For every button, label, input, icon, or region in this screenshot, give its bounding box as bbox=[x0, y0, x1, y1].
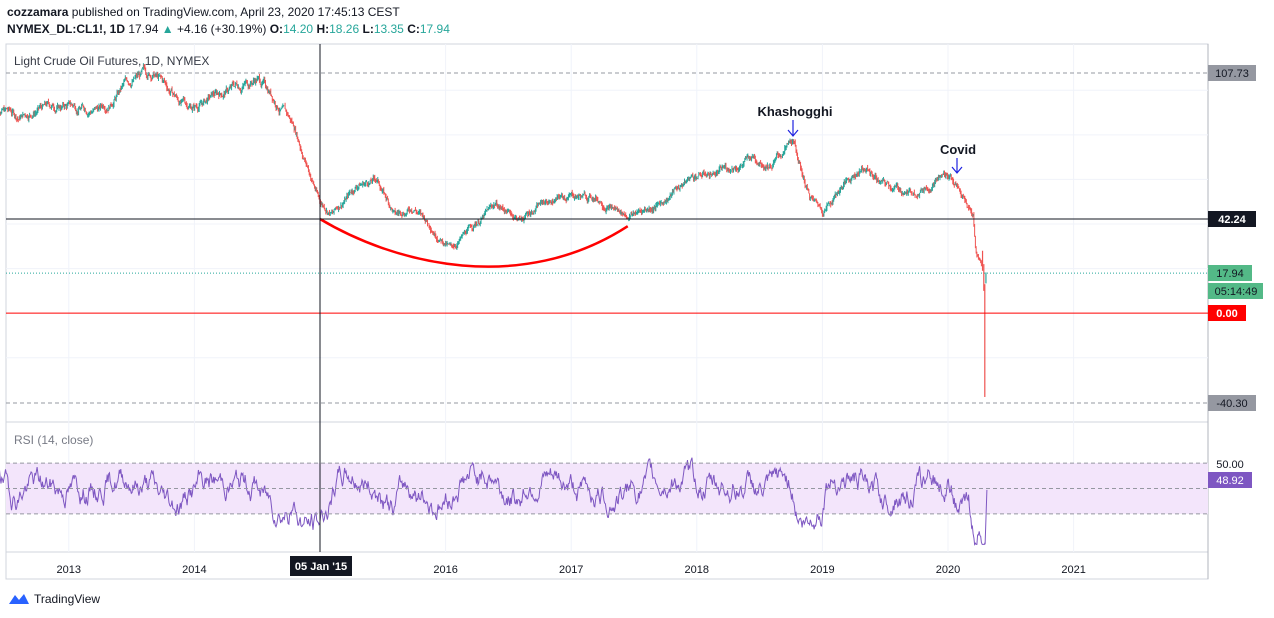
arrow-down-icon bbox=[951, 158, 963, 174]
symbol-name: NYMEX_DL:CL1!, 1D bbox=[7, 22, 126, 36]
symbol-info: NYMEX_DL:CL1!, 1D 17.94 ▲ +4.16 (+30.19%… bbox=[7, 22, 450, 36]
publish-text: published on TradingView.com, April 23, … bbox=[71, 5, 400, 19]
x-tick-label: 2021 bbox=[1061, 564, 1085, 576]
open-label: O: bbox=[269, 22, 284, 36]
annotation-covid[interactable]: Covid bbox=[940, 142, 976, 157]
close-label: C: bbox=[407, 22, 420, 36]
rsi-label-current: 48.92 bbox=[1208, 472, 1252, 488]
crosshair-date-label: 05 Jan '15 bbox=[290, 556, 352, 576]
x-tick-label: 2013 bbox=[57, 564, 81, 576]
x-tick-label: 2016 bbox=[433, 564, 457, 576]
svg-text:0.00: 0.00 bbox=[1216, 308, 1237, 320]
high-label: H: bbox=[316, 22, 330, 36]
x-tick-label: 2020 bbox=[936, 564, 960, 576]
low-value: 13.35 bbox=[373, 22, 404, 36]
countdown-label: 05:14:49 bbox=[1208, 283, 1263, 299]
svg-text:05 Jan '15: 05 Jan '15 bbox=[295, 561, 347, 573]
last-price: 17.94 bbox=[128, 22, 159, 36]
svg-text:-40.30: -40.30 bbox=[1216, 398, 1247, 410]
svg-text:107.73: 107.73 bbox=[1215, 68, 1249, 80]
arrow-down-icon bbox=[787, 120, 799, 137]
x-tick-label: 2019 bbox=[810, 564, 834, 576]
rsi-label-50: 50.00 bbox=[1216, 459, 1244, 471]
close-value: 17.94 bbox=[419, 22, 450, 36]
price-change: +4.16 (+30.19%) bbox=[176, 22, 267, 36]
high-value: 18.26 bbox=[329, 22, 360, 36]
tradingview-brand[interactable]: TradingView bbox=[8, 592, 100, 606]
rsi-title: RSI (14, close) bbox=[14, 433, 93, 447]
x-tick-label: 2017 bbox=[559, 564, 583, 576]
publish-info: cozzamara published on TradingView.com, … bbox=[7, 5, 400, 19]
x-tick-label: 2014 bbox=[182, 564, 206, 576]
chart-title: Light Crude Oil Futures, 1D, NYMEX bbox=[14, 54, 209, 68]
brand-name: TradingView bbox=[34, 592, 101, 606]
svg-text:05:14:49: 05:14:49 bbox=[1215, 286, 1258, 298]
rsi-line bbox=[0, 457, 988, 546]
bottom-arc bbox=[319, 217, 629, 268]
rsi-band bbox=[6, 463, 1208, 514]
price-label-low: -40.30 bbox=[1208, 395, 1256, 411]
price-candles bbox=[0, 63, 987, 397]
tradingview-logo-icon bbox=[9, 594, 29, 604]
price-label-last: 17.94 bbox=[1208, 265, 1252, 281]
author-name[interactable]: cozzamara bbox=[7, 5, 69, 19]
open-value: 14.20 bbox=[283, 22, 314, 36]
low-label: L: bbox=[362, 22, 374, 36]
svg-text:48.92: 48.92 bbox=[1216, 475, 1244, 487]
annotation-khashogghi[interactable]: Khashogghi bbox=[757, 104, 832, 119]
svg-text:42.24: 42.24 bbox=[1218, 214, 1246, 226]
svg-text:50.00: 50.00 bbox=[1216, 459, 1244, 471]
price-label-crosshair: 42.24 bbox=[1208, 211, 1256, 227]
svg-text:17.94: 17.94 bbox=[1216, 268, 1244, 280]
x-tick-label: 2018 bbox=[685, 564, 709, 576]
price-label-high: 107.73 bbox=[1208, 65, 1256, 81]
price-label-zero: 0.00 bbox=[1208, 305, 1246, 321]
up-triangle-icon: ▲ bbox=[161, 22, 174, 36]
